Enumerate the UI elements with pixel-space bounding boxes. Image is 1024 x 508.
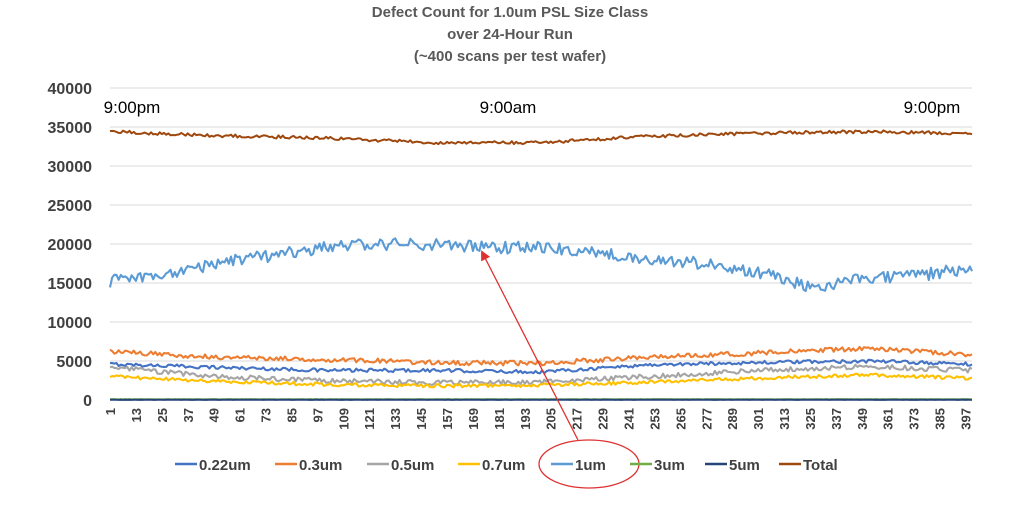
x-tick-label: 325	[803, 408, 818, 430]
legend-label: 3um	[654, 457, 685, 474]
y-tick-label: 0	[83, 393, 92, 410]
legend-label: 0.5um	[391, 457, 434, 474]
series-line-0.22um	[109, 358, 973, 375]
legend-item-0.7um: 0.7um	[458, 457, 525, 474]
legend-item-1um: 1um	[551, 457, 606, 474]
series-line-0.5um	[109, 363, 973, 387]
time-annotations: 9:00pm 9:00am 9:00pm	[104, 98, 961, 117]
legend-label: 0.22um	[199, 457, 251, 474]
x-tick-label: 181	[492, 408, 507, 430]
legend-label: 0.3um	[299, 457, 342, 474]
legend-item-0.5um: 0.5um	[367, 457, 434, 474]
x-tick-label: 241	[621, 408, 636, 430]
chart-title-line-1: Defect Count for 1.0um PSL Size Class	[372, 4, 648, 21]
time-annotation: 9:00pm	[104, 98, 161, 117]
y-tick-label: 10000	[48, 315, 93, 332]
series-lines	[108, 129, 973, 401]
series-line-1um	[108, 237, 973, 293]
time-annotation: 9:00am	[480, 98, 537, 117]
y-tick-label: 20000	[48, 237, 93, 254]
x-tick-label: 37	[181, 408, 196, 422]
x-tick-label: 349	[855, 408, 870, 430]
y-tick-label: 30000	[48, 159, 93, 176]
legend-label: 0.7um	[482, 457, 525, 474]
legend-item-Total: Total	[779, 457, 838, 474]
series-line-0.7um	[109, 372, 973, 389]
legend-item-0.22um: 0.22um	[175, 457, 251, 474]
x-tick-label: 85	[284, 408, 299, 422]
time-annotation: 9:00pm	[904, 98, 961, 117]
x-tick-label: 301	[751, 408, 766, 430]
series-line-Total	[109, 129, 973, 146]
series-line-0.3um	[109, 345, 973, 367]
x-tick-label: 49	[207, 408, 222, 422]
x-tick-label: 229	[596, 408, 611, 430]
x-tick-label: 277	[699, 408, 714, 430]
legend-item-5um: 5um	[705, 457, 760, 474]
x-tick-label: 13	[129, 408, 144, 422]
legend-label: Total	[803, 457, 838, 474]
legend-item-0.3um: 0.3um	[275, 457, 342, 474]
legend-label: 5um	[729, 457, 760, 474]
x-tick-label: 109	[336, 408, 351, 430]
x-tick-label: 157	[440, 408, 455, 430]
x-tick-label: 385	[933, 408, 948, 430]
x-tick-label: 253	[647, 408, 662, 430]
x-tick-label: 217	[570, 408, 585, 430]
y-tick-label: 5000	[56, 354, 92, 371]
y-axis-tick-labels: 0 5000 10000 15000 20000 25000 30000 35000 40000	[48, 81, 93, 410]
x-tick-label: 133	[388, 408, 403, 430]
x-tick-label: 265	[673, 408, 688, 430]
x-tick-label: 361	[881, 408, 896, 430]
chart-title: Defect Count for 1.0um PSL Size Class ov…	[372, 4, 648, 65]
x-tick-label: 373	[907, 408, 922, 430]
legend-item-3um: 3um	[630, 457, 685, 474]
x-tick-label: 97	[310, 408, 325, 422]
x-tick-label: 61	[233, 408, 248, 422]
x-tick-label: 1	[103, 408, 118, 415]
x-tick-label: 337	[829, 408, 844, 430]
x-tick-label: 169	[466, 408, 481, 430]
x-tick-label: 289	[725, 408, 740, 430]
x-tick-label: 397	[959, 408, 974, 430]
x-tick-label: 313	[777, 408, 792, 430]
chart-title-line-2: over 24-Hour Run	[447, 26, 573, 43]
x-tick-label: 193	[518, 408, 533, 430]
x-axis-tick-labels: 1 13 25 37 49 61 73 85 97 109 121 133 145 157 169 181 19…	[103, 408, 974, 430]
y-tick-label: 25000	[48, 198, 93, 215]
x-tick-label: 205	[544, 408, 559, 430]
highlight-arrow	[481, 250, 579, 441]
x-tick-label: 145	[414, 408, 429, 430]
x-tick-label: 73	[259, 408, 274, 422]
x-tick-label: 121	[362, 408, 377, 430]
chart-title-line-3: (~400 scans per test wafer)	[414, 48, 606, 65]
y-tick-label: 40000	[48, 81, 93, 98]
x-tick-label: 25	[155, 408, 170, 422]
y-tick-label: 15000	[48, 276, 93, 293]
y-tick-label: 35000	[48, 120, 93, 137]
legend: 0.22um 0.3um 0.5um 0.7um 1um 3um 5um Total	[175, 457, 838, 474]
legend-label: 1um	[575, 457, 606, 474]
